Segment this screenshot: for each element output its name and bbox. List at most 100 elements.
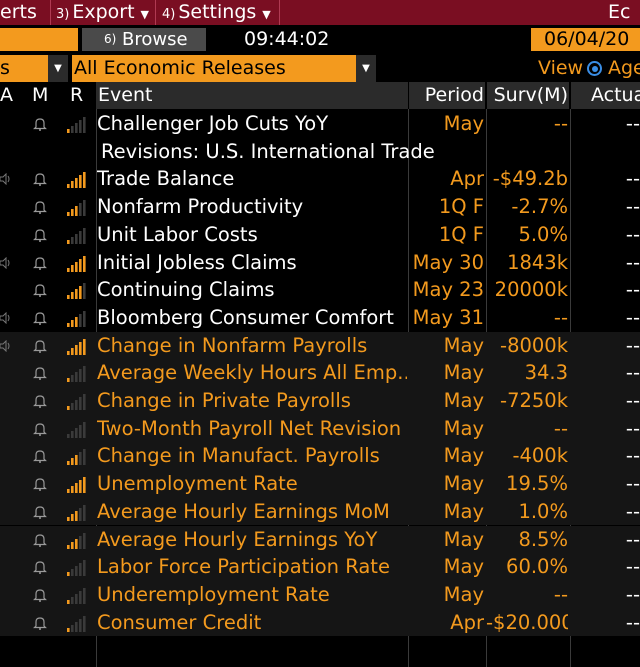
event-survey: 1843k [507,250,568,274]
bell-alert-icon[interactable] [33,228,47,242]
date-field[interactable]: 06/04/20 [531,28,640,51]
col-header-surv[interactable]: Surv(M) [487,82,569,109]
table-row[interactable]: Two-Month Payroll Net Revision May -- -- [0,414,640,443]
table-row[interactable]: Change in Private Payrolls May -7250k -- [0,387,640,415]
bell-alert-icon[interactable] [33,477,47,492]
col-header-m[interactable]: M [32,84,49,106]
relevance-bars-icon [67,117,86,133]
event-name: Change in Manufact. Payrolls [97,444,380,468]
relevance-bars-icon [67,449,86,466]
browse-label: Browse [122,29,188,50]
event-name: Consumer Credit [97,610,262,634]
table-row[interactable]: Average Hourly Earnings YoY May 8.5% -- [0,525,640,554]
event-period: May 31 [412,305,484,329]
event-actual: -- [625,389,640,412]
table-row[interactable]: Average Hourly Earnings MoM May 1.0% -- [0,497,640,526]
bell-alert-icon[interactable] [33,172,47,187]
col-header-a[interactable]: A [0,84,13,106]
relevance-bars-icon [67,477,86,494]
bell-alert-icon[interactable] [33,366,47,381]
relevance-bars-icon [67,200,86,217]
table-row[interactable]: Challenger Job Cuts YoY May -- -- [0,110,640,138]
event-actual: -- [625,222,640,246]
event-name: Average Hourly Earnings MoM [97,499,390,523]
event-survey: 1.0% [518,499,568,523]
bell-alert-icon[interactable] [33,588,47,602]
bell-alert-icon[interactable] [33,117,47,131]
col-header-period[interactable]: Period [409,82,485,109]
table-row[interactable]: Nonfarm Productivity 1Q F -2.7% -- [0,193,640,221]
col-header-r[interactable]: R [70,84,84,106]
menu-divider [155,0,156,25]
relevance-bars-icon [67,587,86,604]
left-dropdown[interactable]: s ▼ [0,55,68,82]
bell-alert-icon[interactable] [33,339,47,353]
menu-alerts[interactable]: erts [0,0,37,25]
event-name: Trade Balance [97,167,235,191]
event-survey: -- [553,112,568,135]
bell-alert-icon[interactable] [33,283,47,298]
table-row[interactable]: Labor Force Participation Rate May 60.0% -- [0,553,640,581]
event-actual: -- [625,112,640,135]
bell-alert-icon[interactable] [33,533,47,547]
speaker-icon[interactable] [0,339,12,352]
col-header-actual[interactable]: Actua [571,82,640,109]
relevance-bars-icon [67,394,86,410]
table-row[interactable]: Change in Manufact. Payrolls May -400k -- [0,442,640,471]
table-row[interactable]: Revisions: U.S. International Trade [0,138,640,166]
event-survey: 60.0% [506,555,568,579]
table-row[interactable]: Continuing Claims May 23 20000k -- [0,276,640,304]
table-row[interactable]: Unit Labor Costs 1Q F 5.0% -- [0,221,640,249]
left-orange-field[interactable] [0,28,78,51]
event-survey: -400k [512,444,568,468]
col-header-event[interactable]: Event [96,82,408,109]
menu-settings[interactable]: 4) Settings ▼ [162,0,271,25]
event-actual: -- [625,610,640,634]
menu-divider [279,0,280,25]
menu-right-label: Ec [608,1,631,23]
menu-divider [50,0,51,25]
event-period: May [443,555,484,579]
event-survey: -$20.000 [486,610,568,634]
event-period: Apr [450,610,484,634]
menu-settings-label: Settings [178,1,257,23]
table-row[interactable]: Change in Nonfarm Payrolls May -8000k -- [0,331,640,360]
bell-alert-icon[interactable] [33,256,47,270]
table-row[interactable]: Bloomberg Consumer Comfort May 31 -- -- [0,304,640,332]
bell-alert-icon[interactable] [33,505,47,519]
bell-alert-icon[interactable] [33,394,47,408]
bell-alert-icon[interactable] [33,311,47,325]
table-row[interactable]: Initial Jobless Claims May 30 1843k -- [0,249,640,277]
relevance-bars-icon [67,227,86,244]
bell-alert-icon[interactable] [33,422,47,436]
event-period: May [443,112,484,135]
browse-button[interactable]: 6) Browse [82,28,206,51]
relevance-bars-icon [67,615,86,632]
bell-alert-icon[interactable] [33,560,47,575]
event-period: May [443,361,484,385]
event-actual: -- [625,555,640,579]
radio-agenda[interactable] [587,61,602,76]
event-period [407,138,484,166]
table-row[interactable]: Average Weekly Hours All Emp... May 34.3 -- [0,359,640,387]
clock-time: 09:44:02 [244,28,330,50]
filter-dropdown[interactable]: All Economic Releases ▼ [72,55,376,82]
speaker-icon[interactable] [0,173,12,186]
bell-alert-icon[interactable] [33,449,47,464]
menu-export-number: 3) [56,7,70,22]
view-label: View [538,57,584,79]
browse-number: 6) [104,32,117,46]
table-row[interactable]: Consumer Credit Apr -$20.000 -- [0,608,640,637]
speaker-icon[interactable] [0,311,12,324]
table-row[interactable]: Underemployment Rate May -- -- [0,580,640,609]
event-name: Nonfarm Productivity [97,195,304,219]
bell-alert-icon[interactable] [33,200,47,215]
bell-alert-icon[interactable] [33,616,47,630]
table-row[interactable]: Unemployment Rate May 19.5% -- [0,470,640,498]
event-actual: -- [625,582,640,606]
speaker-icon[interactable] [0,256,12,269]
menu-export[interactable]: 3) Export ▼ [56,0,149,25]
event-period: May [443,333,484,357]
table-row[interactable]: Trade Balance Apr -$49.2b -- [0,165,640,193]
event-name: Unemployment Rate [97,472,298,496]
